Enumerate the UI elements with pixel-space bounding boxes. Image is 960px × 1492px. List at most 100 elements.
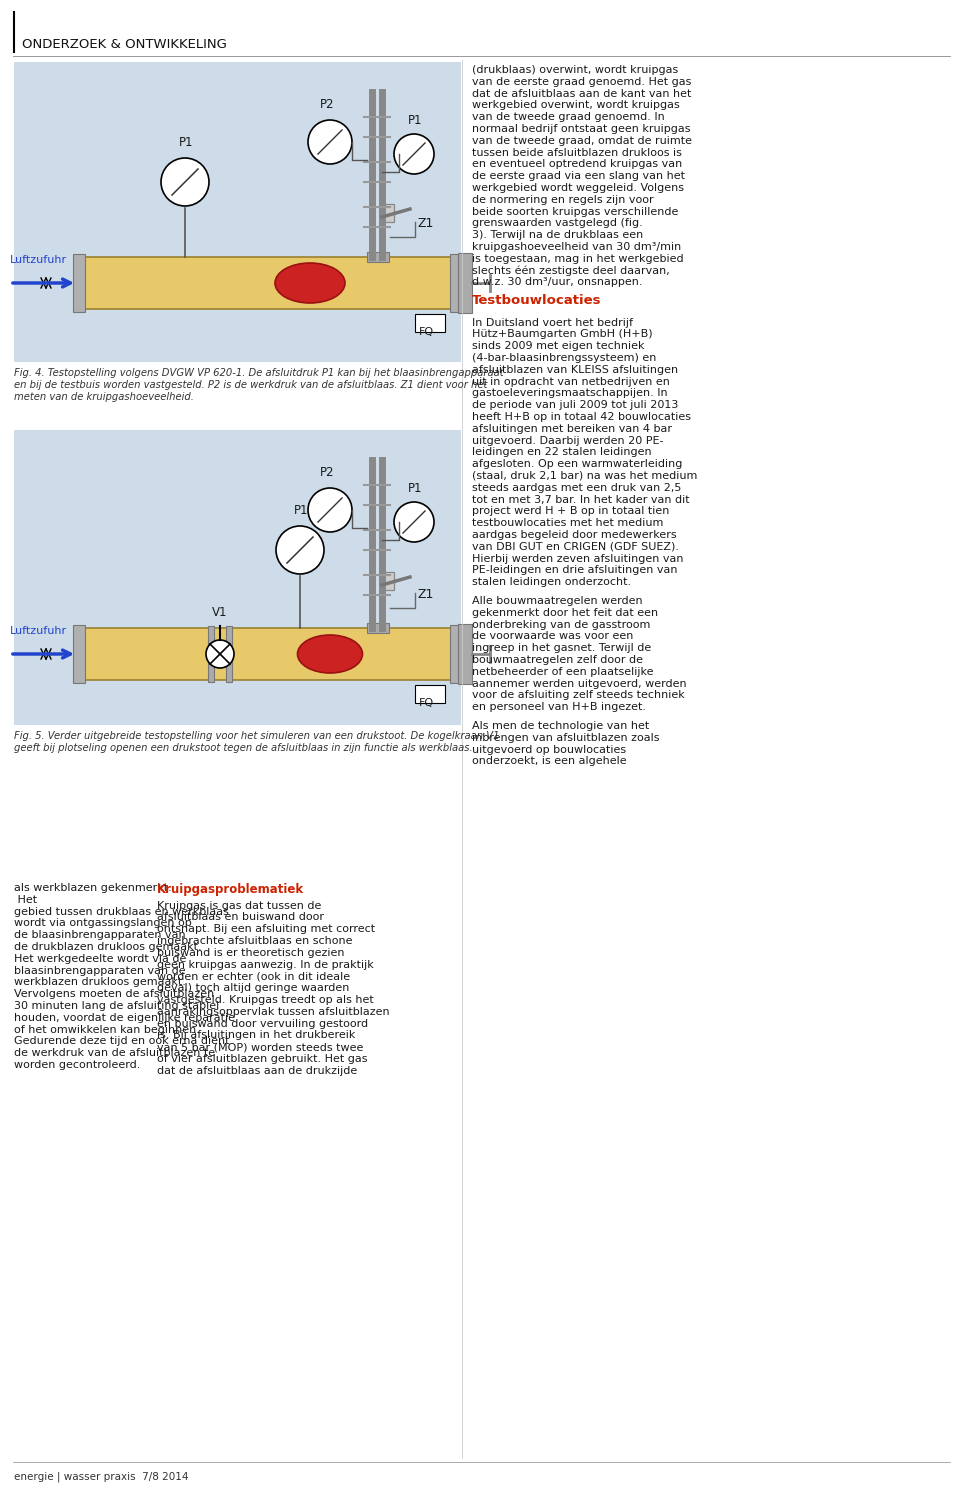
Text: geval) toch altijd geringe waarden: geval) toch altijd geringe waarden bbox=[157, 983, 349, 994]
Text: ONDERZOEK & ONTWIKKELING: ONDERZOEK & ONTWIKKELING bbox=[22, 37, 227, 51]
Bar bbox=[415, 313, 445, 333]
Text: en bij de testbuis worden vastgesteld. P2 is de werkdruk van de afsluitblaas. Z1: en bij de testbuis worden vastgesteld. P… bbox=[14, 380, 488, 389]
Text: worden er echter (ook in dit ideale: worden er echter (ook in dit ideale bbox=[157, 971, 350, 982]
Text: kruipgashoeveelheid van 30 dm³/min: kruipgashoeveelheid van 30 dm³/min bbox=[472, 242, 682, 252]
Text: van de tweede graad, omdat de ruimte: van de tweede graad, omdat de ruimte bbox=[472, 136, 692, 146]
Ellipse shape bbox=[275, 263, 345, 303]
Text: beide soorten kruipgas verschillende: beide soorten kruipgas verschillende bbox=[472, 206, 679, 216]
Text: (4-bar-blaasinbrengssysteem) en: (4-bar-blaasinbrengssysteem) en bbox=[472, 354, 657, 363]
Text: 30 minuten lang de afsluiting stabiel: 30 minuten lang de afsluiting stabiel bbox=[14, 1001, 219, 1012]
Bar bbox=[14, 63, 461, 363]
Text: is. Bij afsluitingen in het drukbereik: is. Bij afsluitingen in het drukbereik bbox=[157, 1031, 355, 1040]
Text: Het: Het bbox=[14, 895, 37, 904]
Text: houden, voordat de eigenlijke reparatie: houden, voordat de eigenlijke reparatie bbox=[14, 1013, 235, 1024]
Text: FQ: FQ bbox=[419, 327, 434, 337]
Text: uitgevoerd op bouwlocaties: uitgevoerd op bouwlocaties bbox=[472, 745, 626, 755]
Text: In Duitsland voert het bedrijf: In Duitsland voert het bedrijf bbox=[472, 318, 633, 328]
Bar bbox=[450, 625, 462, 683]
Text: de blaasinbrengapparaten van: de blaasinbrengapparaten van bbox=[14, 930, 185, 940]
Text: aardgas begeleid door medewerkers: aardgas begeleid door medewerkers bbox=[472, 530, 677, 540]
Text: Kruipgas is gas dat tussen de: Kruipgas is gas dat tussen de bbox=[157, 901, 322, 910]
Text: tot en met 3,7 bar. In het kader van dit: tot en met 3,7 bar. In het kader van dit bbox=[472, 494, 689, 504]
Text: gastoeleveringsmaatschappijen. In: gastoeleveringsmaatschappijen. In bbox=[472, 388, 667, 398]
Text: de drukblazen drukloos gemaakt.: de drukblazen drukloos gemaakt. bbox=[14, 941, 202, 952]
Text: werkblazen drukloos gemaakt.: werkblazen drukloos gemaakt. bbox=[14, 977, 186, 988]
Text: Z1: Z1 bbox=[418, 588, 434, 601]
Text: aanrakingsoppervlak tussen afsluitblazen: aanrakingsoppervlak tussen afsluitblazen bbox=[157, 1007, 390, 1018]
Text: (staal, druk 2,1 bar) na was het medium: (staal, druk 2,1 bar) na was het medium bbox=[472, 471, 697, 480]
Text: van DBI GUT en CRIGEN (GDF SUEZ).: van DBI GUT en CRIGEN (GDF SUEZ). bbox=[472, 542, 679, 552]
Text: PE-leidingen en drie afsluitingen van: PE-leidingen en drie afsluitingen van bbox=[472, 565, 678, 576]
Text: van de eerste graad genoemd. Het gas: van de eerste graad genoemd. Het gas bbox=[472, 76, 691, 87]
Bar bbox=[75, 257, 460, 309]
Circle shape bbox=[161, 158, 209, 206]
Text: Hütz+Baumgarten GmbH (H+B): Hütz+Baumgarten GmbH (H+B) bbox=[472, 330, 653, 339]
Bar bbox=[450, 254, 462, 312]
Bar bbox=[75, 628, 460, 680]
Text: Luftzufuhr: Luftzufuhr bbox=[10, 255, 67, 266]
Circle shape bbox=[308, 119, 352, 164]
Text: geen kruipgas aanwezig. In de praktijk: geen kruipgas aanwezig. In de praktijk bbox=[157, 959, 373, 970]
Text: d.w.z. 30 dm³/uur, onsnappen.: d.w.z. 30 dm³/uur, onsnappen. bbox=[472, 278, 642, 288]
Text: Hierbij werden zeven afsluitingen van: Hierbij werden zeven afsluitingen van bbox=[472, 554, 684, 564]
Text: Fig. 5. Verder uitgebreide testopstelling voor het simuleren van een drukstoot. : Fig. 5. Verder uitgebreide testopstellin… bbox=[14, 731, 499, 742]
Text: gekenmerkt door het feit dat een: gekenmerkt door het feit dat een bbox=[472, 607, 659, 618]
Text: geeft bij plotseling openen een drukstoot tegen de afsluitblaas in zijn functie : geeft bij plotseling openen een drukstoo… bbox=[14, 743, 472, 753]
Text: inbrengen van afsluitblazen zoals: inbrengen van afsluitblazen zoals bbox=[472, 733, 660, 743]
Text: sinds 2009 met eigen techniek: sinds 2009 met eigen techniek bbox=[472, 342, 644, 351]
Text: van de tweede graad genoemd. In: van de tweede graad genoemd. In bbox=[472, 112, 664, 122]
Text: de werkdruk van de afsluitblazen te: de werkdruk van de afsluitblazen te bbox=[14, 1049, 215, 1058]
Text: en personeel van H+B ingezet.: en personeel van H+B ingezet. bbox=[472, 703, 646, 712]
Text: Fig. 4. Testopstelling volgens DVGW VP 620-1. De afsluitdruk P1 kan bij het blaa: Fig. 4. Testopstelling volgens DVGW VP 6… bbox=[14, 369, 504, 377]
Text: testbouwlocaties met het medium: testbouwlocaties met het medium bbox=[472, 518, 663, 528]
Text: en buiswand door vervuiling gestoord: en buiswand door vervuiling gestoord bbox=[157, 1019, 368, 1028]
Text: Testbouwlocaties: Testbouwlocaties bbox=[472, 294, 602, 307]
Text: ontsnapt. Bij een afsluiting met correct: ontsnapt. Bij een afsluiting met correct bbox=[157, 925, 375, 934]
Text: P1: P1 bbox=[179, 136, 194, 149]
Text: de normering en regels zijn voor: de normering en regels zijn voor bbox=[472, 195, 654, 204]
Text: P1: P1 bbox=[408, 113, 422, 127]
Text: voor de afsluiting zelf steeds techniek: voor de afsluiting zelf steeds techniek bbox=[472, 691, 684, 700]
Text: Alle bouwmaatregelen werden: Alle bouwmaatregelen werden bbox=[472, 595, 642, 606]
Text: energie | wasser praxis  7/8 2014: energie | wasser praxis 7/8 2014 bbox=[14, 1473, 188, 1483]
Bar bbox=[458, 254, 472, 313]
Text: ingreep in het gasnet. Terwijl de: ingreep in het gasnet. Terwijl de bbox=[472, 643, 651, 653]
Circle shape bbox=[394, 501, 434, 542]
Text: de eerste graad via een slang van het: de eerste graad via een slang van het bbox=[472, 172, 685, 181]
Text: de voorwaarde was voor een: de voorwaarde was voor een bbox=[472, 631, 634, 642]
Text: Gedurende deze tijd en ook erna dient: Gedurende deze tijd en ook erna dient bbox=[14, 1037, 229, 1046]
Text: wordt via ontgassingslangen op: wordt via ontgassingslangen op bbox=[14, 919, 192, 928]
Text: Het werkgedeelte wordt via de: Het werkgedeelte wordt via de bbox=[14, 953, 186, 964]
Text: afsluitblaas en buiswand door: afsluitblaas en buiswand door bbox=[157, 913, 324, 922]
Text: dat de afsluitblaas aan de drukzijde: dat de afsluitblaas aan de drukzijde bbox=[157, 1065, 357, 1076]
Text: werkgebied overwint, wordt kruipgas: werkgebied overwint, wordt kruipgas bbox=[472, 100, 680, 110]
Text: bouwmaatregelen zelf door de: bouwmaatregelen zelf door de bbox=[472, 655, 643, 665]
Bar bbox=[367, 252, 389, 263]
Text: aannemer werden uitgevoerd, werden: aannemer werden uitgevoerd, werden bbox=[472, 679, 686, 689]
Text: stalen leidingen onderzocht.: stalen leidingen onderzocht. bbox=[472, 577, 631, 588]
Text: is toegestaan, mag in het werkgebied: is toegestaan, mag in het werkgebied bbox=[472, 254, 684, 264]
Text: buiswand is er theoretisch gezien: buiswand is er theoretisch gezien bbox=[157, 947, 345, 958]
Text: dat de afsluitblaas aan de kant van het: dat de afsluitblaas aan de kant van het bbox=[472, 88, 691, 98]
Text: Vervolgens moeten de afsluitblazen: Vervolgens moeten de afsluitblazen bbox=[14, 989, 214, 1000]
Text: 3). Terwijl na de drukblaas een: 3). Terwijl na de drukblaas een bbox=[472, 230, 643, 240]
Text: V1: V1 bbox=[212, 606, 228, 619]
Circle shape bbox=[276, 527, 324, 574]
Text: of vier afsluitblazen gebruikt. Het gas: of vier afsluitblazen gebruikt. Het gas bbox=[157, 1055, 368, 1064]
Text: afsluitingen met bereiken van 4 bar: afsluitingen met bereiken van 4 bar bbox=[472, 424, 672, 434]
Text: P1: P1 bbox=[408, 482, 422, 495]
Text: Z1: Z1 bbox=[418, 216, 434, 230]
Text: grenswaarden vastgelegd (fig.: grenswaarden vastgelegd (fig. bbox=[472, 218, 643, 228]
Bar bbox=[208, 627, 214, 682]
Text: en eventueel optredend kruipgas van: en eventueel optredend kruipgas van bbox=[472, 160, 683, 170]
Bar bbox=[415, 685, 445, 703]
Circle shape bbox=[308, 488, 352, 533]
Bar bbox=[73, 254, 85, 312]
Text: leidingen en 22 stalen leidingen: leidingen en 22 stalen leidingen bbox=[472, 448, 652, 458]
Text: onderzoekt, is een algehele: onderzoekt, is een algehele bbox=[472, 756, 627, 767]
Text: gebied tussen drukblaas en werkblaas: gebied tussen drukblaas en werkblaas bbox=[14, 907, 228, 916]
Text: slechts één zestigste deel daarvan,: slechts één zestigste deel daarvan, bbox=[472, 266, 670, 276]
Text: P2: P2 bbox=[320, 98, 334, 110]
Bar bbox=[380, 571, 394, 589]
Bar bbox=[226, 627, 232, 682]
